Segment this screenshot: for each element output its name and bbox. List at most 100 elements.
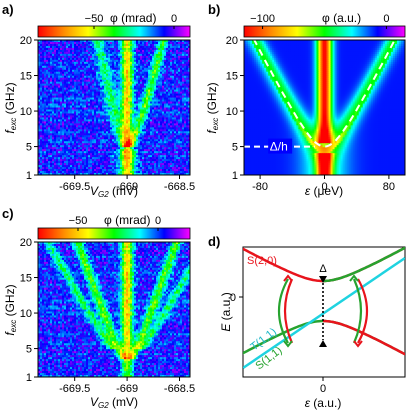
heat-cell: [114, 123, 117, 126]
heat-cell: [122, 55, 125, 59]
heat-cell: [158, 119, 161, 122]
heat-cell: [126, 45, 129, 49]
heat-cell: [102, 165, 105, 168]
heat-cell: [64, 135, 67, 138]
heat-cell: [128, 147, 131, 150]
heat-cell: [56, 83, 59, 87]
heat-cell: [124, 145, 127, 148]
heat-cell: [106, 41, 109, 45]
heat-cell: [112, 151, 115, 154]
heat-cell: [92, 65, 95, 69]
heat-cell: [76, 155, 79, 158]
heat-cell: [52, 55, 55, 59]
heat-cell: [50, 111, 53, 115]
heat-cell: [60, 103, 63, 107]
heat-cell: [104, 95, 107, 99]
heat-cell: [92, 131, 95, 134]
heat-cell: [136, 117, 139, 121]
heat-cell: [134, 129, 137, 132]
heat-cell: [118, 43, 121, 47]
heat-cell: [64, 95, 67, 99]
heat-cell: [56, 40, 59, 43]
heat-cell: [38, 167, 41, 170]
heat-cell: [152, 93, 155, 97]
heat-cell: [140, 99, 143, 103]
heat-cell: [130, 131, 133, 134]
heat-cell: [132, 123, 135, 126]
heat-cell: [88, 103, 91, 107]
heat-cell: [74, 155, 77, 158]
heat-cell: [126, 57, 129, 61]
heat-cell: [144, 143, 147, 146]
heat-cell: [118, 49, 121, 53]
heat-cell: [152, 111, 155, 115]
heat-cell: [58, 131, 61, 134]
heat-cell: [166, 87, 169, 91]
heat-cell: [44, 73, 47, 77]
heat-cell: [60, 40, 63, 43]
heat-cell: [74, 151, 77, 154]
heat-cell: [164, 97, 167, 101]
heat-cell: [138, 113, 141, 117]
heat-cell: [116, 109, 119, 113]
heat-cell: [50, 113, 53, 117]
heat-cell: [58, 133, 61, 136]
heat-cell: [64, 97, 67, 101]
heat-cell: [70, 135, 73, 138]
heat-cell: [72, 111, 75, 115]
heat-cell: [176, 161, 179, 164]
heat-cell: [172, 101, 175, 105]
heat-cell: [180, 135, 183, 138]
heat-cell: [52, 79, 55, 83]
heat-cell: [114, 151, 117, 154]
heat-cell: [106, 49, 109, 53]
heat-cell: [64, 131, 67, 134]
heat-cell: [138, 109, 141, 113]
heat-cell: [108, 89, 111, 93]
heat-cell: [84, 61, 87, 65]
heat-cell: [182, 65, 185, 69]
heat-cell: [108, 73, 111, 77]
heat-cell: [68, 81, 71, 85]
heat-cell: [102, 51, 105, 55]
heat-cell: [50, 43, 53, 47]
heat-cell: [180, 65, 183, 69]
heat-cell: [52, 147, 55, 150]
heat-cell: [148, 57, 151, 61]
heat-cell: [50, 131, 53, 134]
heat-cell: [38, 155, 41, 158]
heat-cell: [138, 161, 141, 164]
heat-cell: [178, 159, 181, 162]
heat-cell: [44, 85, 47, 89]
heat-cell: [90, 121, 93, 124]
heat-cell: [122, 51, 125, 55]
heat-cell: [84, 89, 87, 93]
heat-cell: [176, 91, 179, 95]
heat-cell: [58, 43, 61, 47]
heat-cell: [160, 43, 163, 47]
heat-cell: [42, 89, 45, 93]
heat-cell: [118, 107, 121, 111]
heat-cell: [182, 41, 185, 45]
heat-cell: [144, 65, 147, 69]
heat-cell: [78, 79, 81, 83]
heat-cell: [130, 89, 133, 93]
heat-cell: [156, 167, 159, 170]
heat-cell: [52, 47, 55, 51]
heat-cell: [88, 135, 91, 138]
heat-cell: [178, 163, 181, 166]
heat-cell: [98, 67, 101, 71]
heat-cell: [108, 115, 111, 119]
heat-cell: [84, 161, 87, 164]
heat-cell: [174, 137, 177, 140]
heat-cell: [112, 47, 115, 51]
heat-cell: [66, 67, 69, 71]
heat-cell: [162, 87, 165, 91]
heat-cell: [52, 61, 55, 65]
heat-cell: [188, 63, 190, 67]
heat-cell: [128, 143, 131, 146]
heat-cell: [78, 163, 81, 166]
heat-cell: [122, 135, 125, 138]
heat-cell: [152, 61, 155, 65]
heat-cell: [160, 153, 163, 156]
